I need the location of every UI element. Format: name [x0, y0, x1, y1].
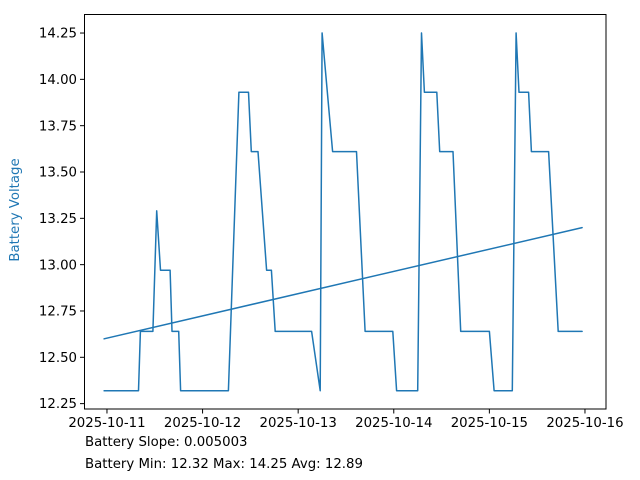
y-tick-label: 12.50 — [39, 351, 77, 366]
y-tick-label: 12.25 — [39, 397, 77, 412]
y-tick-label: 14.00 — [39, 73, 77, 88]
series-battery-voltage — [103, 32, 583, 392]
y-tick-label: 13.50 — [39, 166, 77, 181]
x-tick-label: 2025-10-12 — [164, 416, 241, 431]
x-tick-label: 2025-10-13 — [260, 416, 337, 431]
axes-frame — [84, 14, 607, 410]
y-tick-label: 14.25 — [39, 27, 77, 42]
plot-area: 2025-10-11 2025-10-12 2025-10-13 2025-10-14… — [39, 14, 624, 431]
slope-annotation: Battery Slope: 0.005003 — [85, 435, 247, 450]
y-tick-label: 12.75 — [39, 305, 77, 320]
y-tick-label: 13.00 — [39, 258, 77, 273]
stats-annotation: Battery Min: 12.32 Max: 14.25 Avg: 12.89 — [85, 457, 363, 472]
y-tick-label: 13.75 — [39, 119, 77, 134]
x-tick-label: 2025-10-15 — [451, 416, 528, 431]
x-tick-label: 2025-10-14 — [355, 416, 432, 431]
y-tick-label: 13.25 — [39, 212, 77, 227]
x-tick-label: 2025-10-11 — [68, 416, 145, 431]
y-axis-label: Battery Voltage — [8, 158, 23, 261]
series-trend-line — [103, 226, 583, 340]
x-tick-label: 2025-10-16 — [546, 416, 623, 431]
